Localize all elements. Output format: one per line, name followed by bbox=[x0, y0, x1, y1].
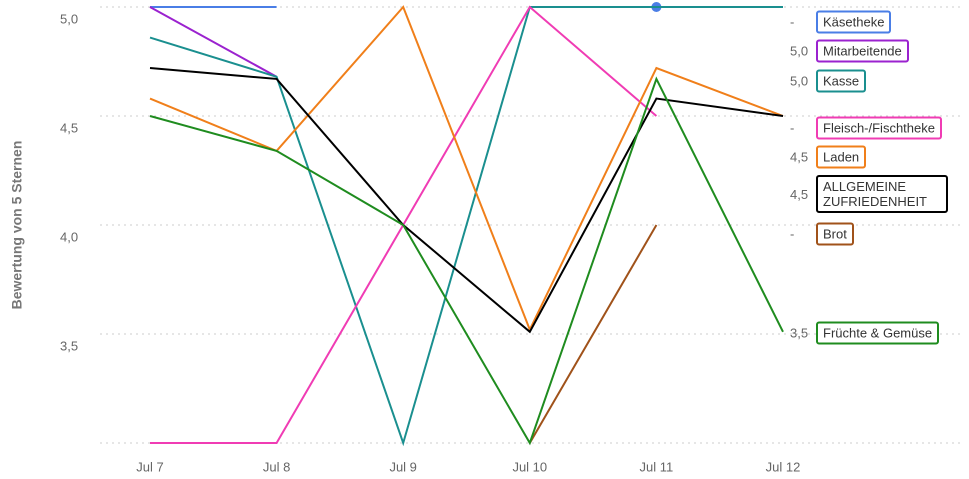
end-value: - bbox=[790, 226, 795, 242]
end-value: 5,0 bbox=[790, 43, 809, 59]
legend-label: ALLGEMEINE ZUFRIEDENHEIT bbox=[816, 175, 948, 213]
legend-entry: - Brot bbox=[790, 222, 854, 246]
x-tick-label: Jul 8 bbox=[263, 459, 290, 474]
end-value: 4,5 bbox=[790, 149, 809, 165]
y-tick-label: 4,0 bbox=[60, 229, 78, 244]
y-axis-label: Bewertung von 5 Sternen bbox=[9, 141, 25, 310]
legend-entry: 4,5 ALLGEMEINE ZUFRIEDENHEIT bbox=[790, 175, 948, 213]
legend-entry: - Fleisch-/Fischtheke bbox=[790, 116, 942, 140]
x-tick-label: Jul 12 bbox=[766, 459, 801, 474]
y-tick-label: 5,0 bbox=[60, 11, 78, 26]
legend-label: Kasse bbox=[816, 69, 867, 93]
x-tick-label: Jul 9 bbox=[389, 459, 416, 474]
end-value: 4,5 bbox=[790, 186, 809, 202]
x-tick-label: Jul 7 bbox=[136, 459, 163, 474]
line bbox=[149, 67, 784, 334]
legend-entry: 5,0 Mitarbeitende bbox=[790, 39, 909, 63]
legend-label: Brot bbox=[816, 222, 854, 246]
legend-label: Laden bbox=[816, 145, 867, 169]
line bbox=[528, 224, 658, 444]
legend-entry: 5,0 Kasse bbox=[790, 69, 867, 93]
legend-entry: 3,5 Früchte & Gemüse bbox=[790, 321, 940, 345]
legend-entry: - Käsetheke bbox=[790, 10, 892, 34]
line bbox=[149, 5, 784, 333]
x-tick-label: Jul 11 bbox=[640, 459, 674, 474]
legend-label: Früchte & Gemüse bbox=[816, 321, 940, 345]
end-value: 5,0 bbox=[790, 73, 809, 89]
legend-label: Mitarbeitende bbox=[816, 39, 909, 63]
y-tick-label: 4,5 bbox=[60, 120, 78, 135]
end-value: - bbox=[790, 120, 795, 136]
line bbox=[149, 76, 784, 446]
legend-label: Fleisch-/Fischtheke bbox=[816, 116, 942, 140]
y-tick-label: 3,5 bbox=[60, 338, 78, 353]
x-tick-label: Jul 10 bbox=[512, 459, 547, 474]
end-value: - bbox=[790, 14, 795, 30]
end-value: 3,5 bbox=[790, 325, 809, 341]
legend-entry: 4,5 Laden bbox=[790, 145, 867, 169]
legend-label: Käsetheke bbox=[816, 10, 892, 34]
line bbox=[149, 6, 783, 447]
